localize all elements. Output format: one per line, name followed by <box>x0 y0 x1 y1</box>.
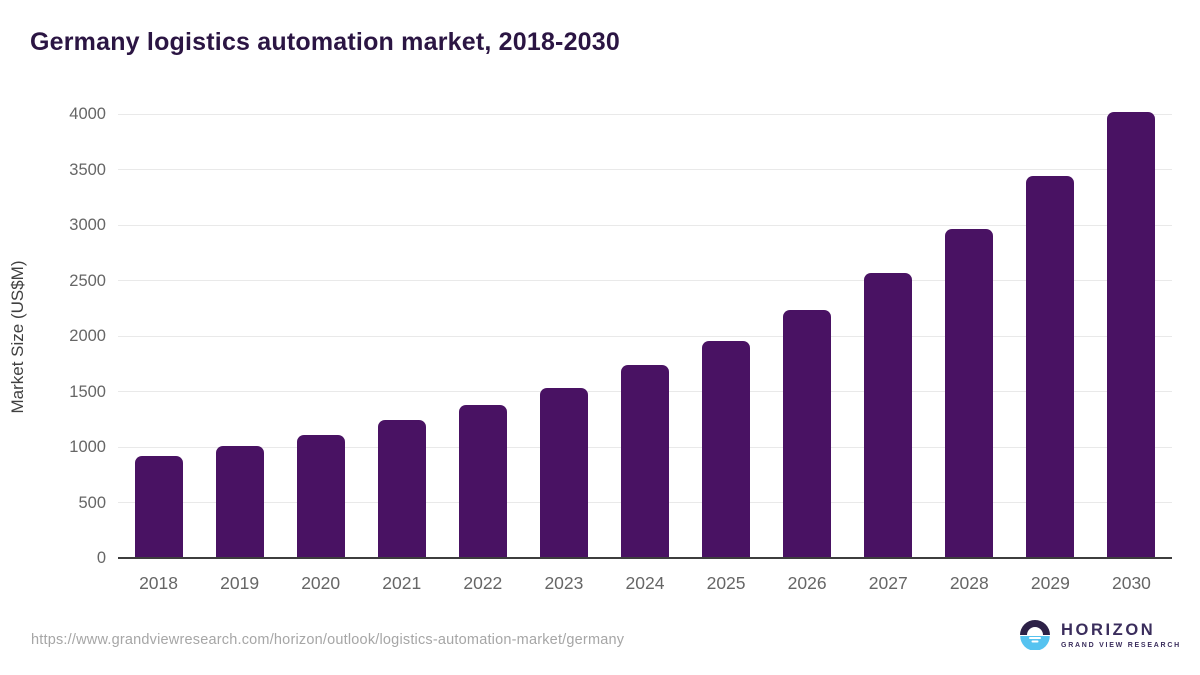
x-tick-2021: 2021 <box>382 573 422 593</box>
y-tick-4000: 4000 <box>69 105 106 123</box>
gridline-2000 <box>118 335 1172 337</box>
chart-title: Germany logistics automation market, 201… <box>30 28 620 56</box>
x-tick-2018: 2018 <box>139 573 178 593</box>
gridline-2500 <box>118 280 1172 281</box>
bar-2029 <box>1026 176 1075 558</box>
x-tick-2019: 2019 <box>220 573 260 593</box>
logo-name: HORIZON <box>1061 620 1156 639</box>
bar-2026 <box>783 309 832 558</box>
x-tick-2030: 2030 <box>1111 573 1151 593</box>
logo-sea <box>1020 636 1050 650</box>
bar-2019 <box>215 445 264 558</box>
bar-2020 <box>296 434 345 558</box>
y-tick-500: 500 <box>78 493 106 512</box>
y-tick-2500: 2500 <box>69 271 106 290</box>
bar-2023 <box>539 387 588 558</box>
x-tick-2029: 2029 <box>1030 573 1070 593</box>
logo-sun-ring <box>1020 620 1050 635</box>
bar-2028 <box>945 229 994 558</box>
gridline-4000 <box>118 113 1172 115</box>
y-tick-2000: 2000 <box>69 327 106 345</box>
gridline-3000 <box>118 224 1172 226</box>
logo-reflection-line-2 <box>1031 640 1039 643</box>
bar-2022 <box>458 405 507 558</box>
y-tick-0: 0 <box>96 549 106 567</box>
x-tick-2026: 2026 <box>787 573 827 593</box>
logo-subtitle: GRAND VIEW RESEARCH <box>1061 641 1181 649</box>
bar-2027 <box>864 273 913 558</box>
x-axis-line <box>118 557 1172 559</box>
y-tick-1500: 1500 <box>69 382 106 401</box>
source-url: https://www.grandviewresearch.com/horizo… <box>31 632 625 648</box>
gridline-3500 <box>118 169 1172 170</box>
y-tick-1000: 1000 <box>69 438 106 456</box>
logo-text-block: HORIZON GRAND VIEW RESEARCH <box>1061 621 1181 650</box>
x-tick-2023: 2023 <box>544 573 584 593</box>
logo-reflection-line-1 <box>1029 637 1041 639</box>
x-tick-2025: 2025 <box>706 573 746 593</box>
bar-2024 <box>621 364 669 558</box>
x-tick-2028: 2028 <box>949 573 989 593</box>
bar-2025 <box>702 341 751 558</box>
y-tick-3000: 3000 <box>69 216 106 234</box>
plot-area <box>118 111 1172 558</box>
x-tick-2027: 2027 <box>868 573 908 593</box>
horizon-logo: HORIZON GRAND VIEW RESEARCH <box>1020 620 1181 650</box>
horizon-sun-over-water-icon <box>1020 620 1050 650</box>
bar-2030 <box>1107 111 1156 558</box>
bar-2021 <box>377 420 426 558</box>
x-tick-2024: 2024 <box>625 573 665 593</box>
x-tick-2022: 2022 <box>463 573 503 593</box>
y-tick-3500: 3500 <box>69 160 106 179</box>
bar-2018 <box>134 455 183 558</box>
x-tick-2020: 2020 <box>301 573 341 593</box>
